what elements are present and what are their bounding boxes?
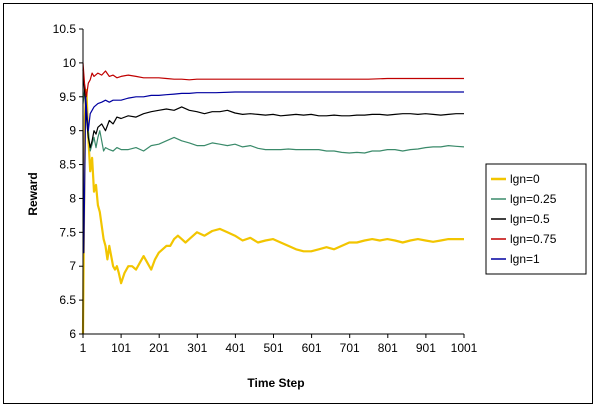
x-tick-label: 501 xyxy=(263,341,283,355)
series-lines xyxy=(81,62,465,335)
legend-label: lgn=0.75 xyxy=(510,232,557,246)
legend: lgn=0 lgn=0.25 lgn=0.5 lgn=0.75 lgn=1 xyxy=(485,163,587,275)
chart-frame: 6 6.5 7 7.5 8 8.5 9 9.5 10 10.5 1 101 201 301 401 501 60… xyxy=(3,3,593,404)
y-tick-label: 9.5 xyxy=(59,90,76,104)
legend-label: lgn=0 xyxy=(510,172,540,186)
y-tick-label: 7 xyxy=(69,259,76,273)
x-tick-label: 701 xyxy=(340,341,360,355)
series-line-lgn=0 xyxy=(81,88,464,335)
series-line-lgn=0.25 xyxy=(82,89,465,154)
x-axis-title: Time Step xyxy=(247,376,304,390)
y-tick-label: 10 xyxy=(63,56,77,70)
y-tick-label: 8 xyxy=(69,191,76,205)
y-tick-label: 6 xyxy=(69,327,76,341)
x-tick-label: 1001 xyxy=(451,341,478,355)
series-line-lgn=0.5 xyxy=(82,69,464,149)
x-tick-label: 201 xyxy=(149,341,169,355)
y-tick-label: 6.5 xyxy=(59,293,76,307)
x-tick-label: 801 xyxy=(378,341,398,355)
legend-label: lgn=1 xyxy=(510,252,540,266)
series-line-lgn=1 xyxy=(82,91,464,254)
series-line-lgn=0.75 xyxy=(82,62,464,98)
y-tick-label: 10.5 xyxy=(53,22,77,36)
x-tick-label: 1 xyxy=(80,341,87,355)
line-chart: 6 6.5 7 7.5 8 8.5 9 9.5 10 10.5 1 101 201 301 401 501 60… xyxy=(26,22,587,390)
x-tick-label: 301 xyxy=(187,341,207,355)
axes: 6 6.5 7 7.5 8 8.5 9 9.5 10 10.5 1 101 201 301 401 501 60… xyxy=(53,22,478,355)
y-tick-label: 8.5 xyxy=(59,158,76,172)
legend-label: lgn=0.5 xyxy=(510,212,550,226)
y-axis-title: Reward xyxy=(26,172,40,215)
x-tick-label: 601 xyxy=(302,341,322,355)
y-tick-label: 9 xyxy=(69,124,76,138)
y-tick-label: 7.5 xyxy=(59,225,76,239)
legend-label: lgn=0.25 xyxy=(510,192,557,206)
x-tick-label: 101 xyxy=(111,341,131,355)
x-tick-label: 401 xyxy=(225,341,245,355)
x-tick-label: 901 xyxy=(416,341,436,355)
